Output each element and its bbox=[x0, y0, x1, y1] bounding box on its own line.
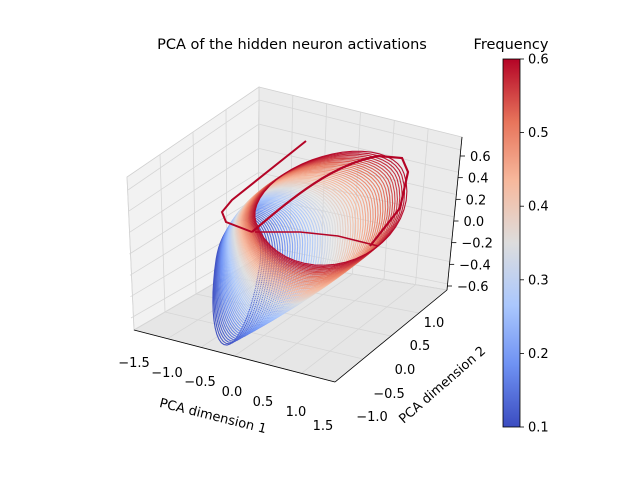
colorbar-tick-label: 0.1 bbox=[528, 421, 549, 436]
x-tick-label: 0.5 bbox=[253, 395, 274, 410]
x-tick-label: −0.5 bbox=[184, 375, 216, 390]
gridline bbox=[127, 99, 260, 191]
gridline bbox=[352, 111, 361, 275]
z-tick-label: −0.2 bbox=[461, 237, 493, 252]
z-ticks: −0.6 −0.4 −0.2 0.0 0.2 0.4 0.6 bbox=[447, 150, 493, 295]
gridline bbox=[129, 172, 259, 255]
z-tick-label: 0.4 bbox=[468, 172, 489, 187]
axes-panes bbox=[126, 86, 463, 383]
gridline bbox=[164, 311, 364, 360]
colorbar-tick-label: 0.5 bbox=[528, 126, 549, 141]
y-ticks: −1.0 −0.5 0.0 0.5 1.0 bbox=[356, 316, 444, 425]
x-axis-label: PCA dimension 1 bbox=[158, 396, 268, 437]
colorbar-tick-label: 0.2 bbox=[528, 347, 549, 362]
y-tick-label: −1.0 bbox=[356, 410, 388, 425]
y-tick-label: 0.5 bbox=[410, 339, 431, 354]
z-tick-label: 0.6 bbox=[470, 150, 491, 165]
x-tick-label: −1.5 bbox=[118, 356, 150, 371]
x-tick-label: 1.0 bbox=[286, 405, 307, 420]
chart-title: PCA of the hidden neuron activations bbox=[157, 37, 427, 53]
x-ticks: −1.5−1.0−0.5 0.0 0.5 1.0 1.5 bbox=[118, 356, 333, 434]
x-tick-label: 0.0 bbox=[222, 385, 243, 400]
y-axis-line bbox=[334, 289, 448, 383]
z-tick-label: −0.6 bbox=[457, 280, 489, 295]
z-tick-label: −0.4 bbox=[459, 258, 491, 273]
gridline bbox=[415, 128, 429, 285]
y-axis-label: PCA dimension 2 bbox=[396, 344, 489, 427]
x-axis-line bbox=[133, 329, 336, 383]
x-tick-label: 1.5 bbox=[313, 419, 334, 434]
x-tick-label: −1.0 bbox=[151, 366, 183, 381]
colorbar-tick-label: 0.6 bbox=[528, 53, 549, 68]
trajectory-line bbox=[220, 140, 307, 233]
trajectory-line bbox=[251, 154, 410, 247]
gridline bbox=[128, 123, 260, 212]
gridline bbox=[320, 103, 328, 269]
z-tick-label: 0.0 bbox=[464, 215, 485, 230]
colorbar bbox=[502, 58, 521, 428]
gridline bbox=[129, 196, 259, 276]
colorbar-label: Frequency bbox=[474, 37, 549, 53]
gridline bbox=[258, 123, 459, 173]
trajectory-group bbox=[212, 140, 410, 346]
gridline bbox=[383, 120, 395, 280]
colorbar-ticks: 0.1 0.2 0.3 0.4 0.5 0.6 bbox=[520, 53, 549, 436]
gridline bbox=[128, 147, 259, 234]
colorbar-tick-label: 0.4 bbox=[528, 200, 549, 215]
y-tick-label: −0.5 bbox=[373, 387, 405, 402]
z-tick-label: 0.2 bbox=[466, 193, 487, 208]
y-tick-label: 1.0 bbox=[424, 316, 445, 331]
gridline bbox=[258, 99, 462, 151]
trajectory-line bbox=[254, 150, 408, 266]
trajectory-line bbox=[255, 231, 379, 247]
y-tick-label: 0.0 bbox=[395, 363, 416, 378]
colorbar-tick-label: 0.3 bbox=[528, 273, 549, 288]
